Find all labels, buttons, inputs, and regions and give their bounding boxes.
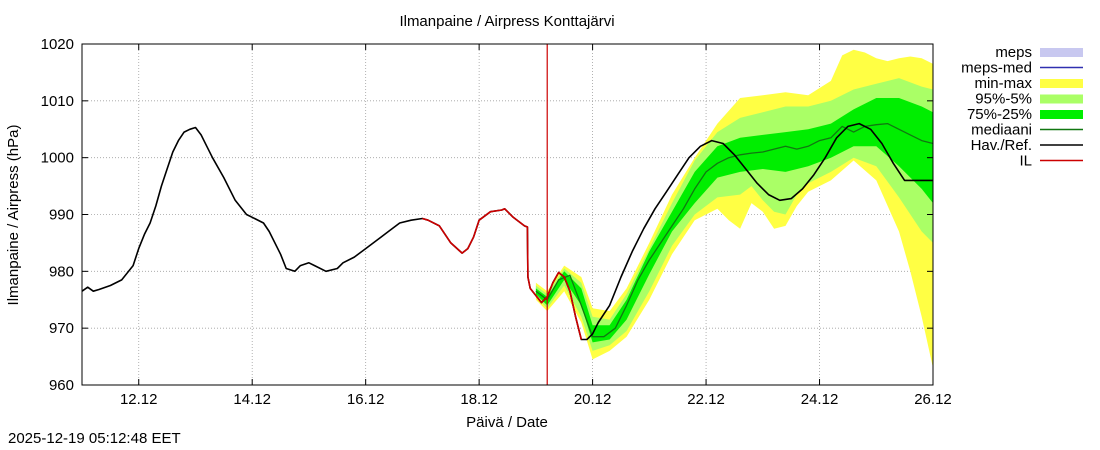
x-tick-label: 12.12 — [120, 391, 158, 408]
legend-label: Hav./Ref. — [971, 137, 1032, 154]
timestamp: 2025-12-19 05:12:48 EET — [8, 430, 181, 447]
y-tick-label: 980 — [49, 263, 74, 280]
x-tick-label: 24.12 — [801, 391, 839, 408]
legend-label: meps-med — [961, 60, 1032, 77]
x-axis-label: Päivä / Date — [466, 414, 548, 431]
y-tick-label: 960 — [49, 377, 74, 394]
y-tick-label: 1010 — [41, 93, 74, 110]
y-tick-label: 1020 — [41, 36, 74, 53]
chart-title: Ilmanpaine / Airpress Konttajärvi — [399, 13, 614, 30]
legend-label: meps — [995, 44, 1032, 61]
grid — [82, 44, 933, 385]
x-tick-label: 18.12 — [460, 391, 498, 408]
legend-swatch — [1040, 48, 1083, 57]
series-il — [422, 208, 583, 340]
x-tick-label: 22.12 — [687, 391, 725, 408]
forecast-bands — [535, 49, 933, 368]
series-lines — [81, 122, 934, 341]
x-tick-label: 26.12 — [914, 391, 952, 408]
y-tick-label: 970 — [49, 320, 74, 337]
legend-label: IL — [1019, 153, 1032, 170]
x-tick-label: 20.12 — [574, 391, 612, 408]
legend-swatch — [1040, 79, 1083, 88]
legend-label: 95%-5% — [975, 91, 1032, 108]
legend-label: mediaani — [971, 122, 1032, 139]
x-tick-label: 16.12 — [347, 391, 385, 408]
axis-ticks: 960 970 980 990 1000 1010 1020 12.12 14.12 16.12 1… — [41, 36, 952, 408]
series-mediaani — [535, 122, 934, 338]
legend: mepsmeps-medmin-max95%-5%75%-25%mediaani… — [961, 44, 1083, 170]
band-75-25 — [535, 98, 933, 343]
legend-label: min-max — [974, 75, 1032, 92]
legend-label: 75%-25% — [967, 106, 1032, 123]
y-tick-label: 1000 — [41, 150, 74, 167]
x-tick-label: 14.12 — [233, 391, 271, 408]
legend-swatch — [1040, 94, 1083, 104]
y-axis-label: Ilmanpaine / Airpress (hPa) — [5, 125, 22, 306]
y-tick-label: 990 — [49, 207, 74, 224]
legend-swatch — [1040, 110, 1083, 119]
